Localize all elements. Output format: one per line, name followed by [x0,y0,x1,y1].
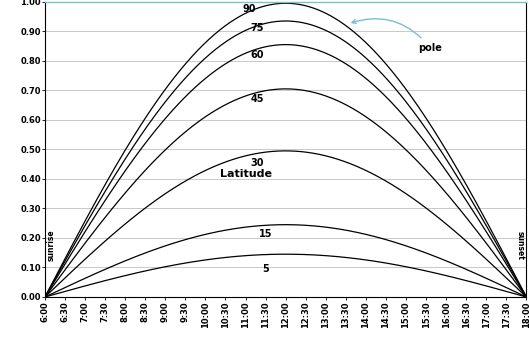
Text: sunrise: sunrise [47,230,56,261]
Text: 5: 5 [262,264,269,274]
Text: 90: 90 [243,4,257,14]
Text: 75: 75 [251,23,264,33]
Text: 30: 30 [251,158,264,168]
Text: 60: 60 [251,50,264,60]
Text: Latitude: Latitude [220,170,271,180]
Text: 45: 45 [251,94,264,104]
Text: sunset: sunset [516,231,525,260]
Text: pole: pole [352,19,442,53]
Text: 15: 15 [259,229,272,239]
